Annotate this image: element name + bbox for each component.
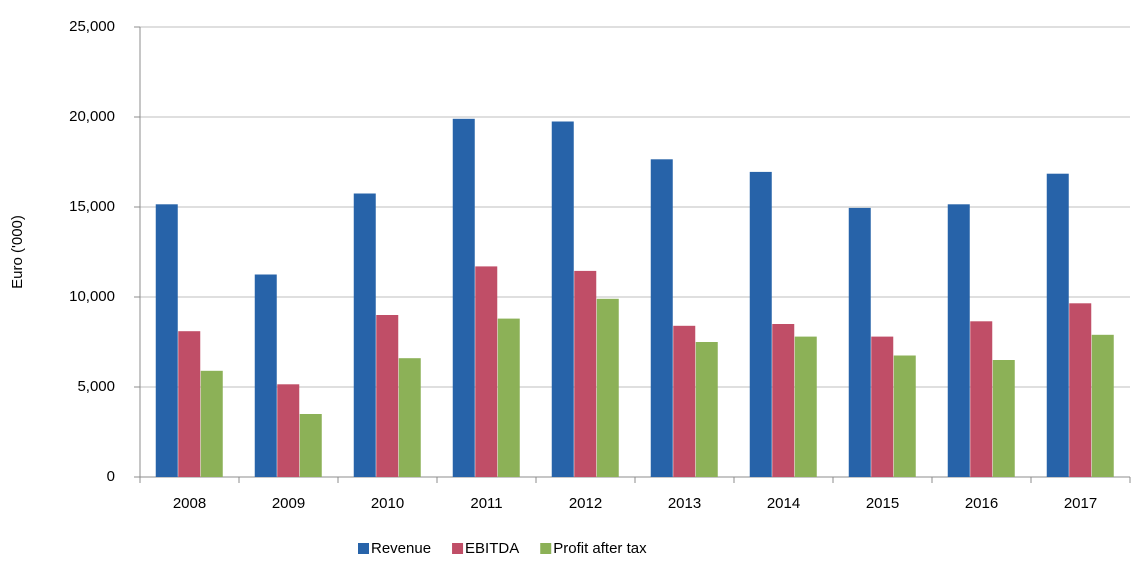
y-tick-label: 25,000 <box>69 18 115 35</box>
bar <box>497 318 520 477</box>
y-tick-label: 5,000 <box>77 378 115 395</box>
y-tick-label: 10,000 <box>69 288 115 305</box>
bar <box>155 204 178 478</box>
bar <box>893 355 916 477</box>
bar <box>749 171 772 477</box>
bar <box>475 266 498 477</box>
bar <box>871 336 894 477</box>
bar <box>254 274 277 477</box>
x-tick-label: 2009 <box>272 495 305 512</box>
bar <box>1046 173 1069 477</box>
bar <box>551 121 574 477</box>
x-tick-label: 2017 <box>1064 495 1097 512</box>
x-tick-label: 2011 <box>470 495 502 512</box>
x-tick-label: 2012 <box>569 495 602 512</box>
bar <box>673 325 696 477</box>
y-tick-label: 0 <box>107 468 115 485</box>
bar <box>650 159 673 478</box>
bar <box>299 414 322 477</box>
legend-swatch <box>358 543 369 554</box>
legend-label: Revenue <box>371 540 431 557</box>
bar <box>947 204 970 478</box>
bar <box>398 358 421 477</box>
bar <box>452 118 475 478</box>
legend-label: EBITDA <box>465 540 519 557</box>
bar <box>376 315 399 477</box>
y-tick-label: 20,000 <box>69 108 115 125</box>
x-tick-label: 2010 <box>371 495 404 512</box>
bar <box>970 321 993 477</box>
bar <box>178 331 201 477</box>
bar <box>772 324 795 477</box>
bar <box>200 370 223 477</box>
legend-swatch <box>540 543 552 554</box>
bar <box>992 360 1015 477</box>
bar <box>848 207 871 477</box>
y-tick-label: 15,000 <box>69 198 115 215</box>
bar <box>1091 334 1114 477</box>
bar <box>1069 303 1092 477</box>
legend-label: Profit after tax <box>553 540 647 557</box>
x-tick-label: 2008 <box>173 495 206 512</box>
x-tick-label: 2015 <box>866 495 899 512</box>
bar <box>353 193 376 477</box>
legend-swatch <box>452 543 464 554</box>
bar <box>574 270 597 477</box>
bar <box>277 384 300 477</box>
bar <box>596 298 619 477</box>
bar <box>794 336 817 477</box>
x-tick-label: 2013 <box>668 495 701 512</box>
x-tick-label: 2014 <box>767 495 800 512</box>
y-axis-label: Euro ('000) <box>9 215 26 289</box>
x-tick-label: 2016 <box>965 495 998 512</box>
bar <box>695 342 718 477</box>
